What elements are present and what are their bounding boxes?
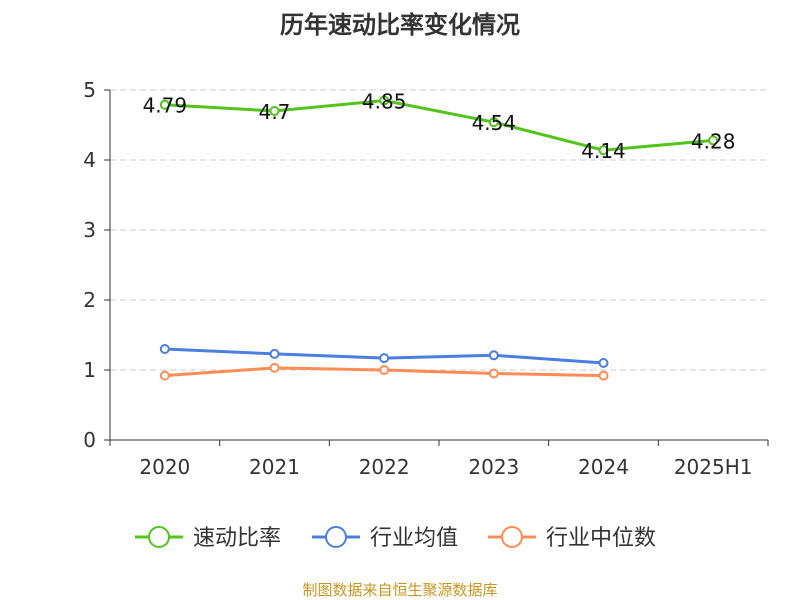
x-tick-label: 2025H1	[674, 455, 753, 479]
data-label: 4.28	[691, 129, 736, 153]
data-point	[159, 370, 170, 381]
data-point	[269, 348, 280, 359]
source-note: 制图数据来自恒生聚源数据库	[302, 581, 497, 599]
data-label: 4.54	[472, 111, 517, 135]
x-tick-label: 2020	[139, 455, 190, 479]
legend-label: 行业中位数	[546, 526, 656, 551]
data-point	[379, 365, 390, 375]
data-point	[598, 145, 609, 156]
data-point	[708, 135, 719, 146]
data-point	[488, 117, 499, 128]
x-tick-label: 2023	[468, 455, 519, 479]
data-label: 4.7	[259, 100, 291, 124]
data-point	[379, 353, 390, 364]
data-point	[488, 368, 499, 379]
data-point	[269, 106, 280, 116]
y-tick-label: 0	[83, 428, 96, 452]
y-tick-label: 5	[83, 78, 96, 102]
x-tick-label: 2022	[359, 455, 410, 479]
series-line	[164, 98, 714, 152]
data-point	[159, 99, 170, 110]
chart-title: 历年速动比率变化情况	[280, 11, 520, 39]
y-tick-label: 4	[83, 148, 96, 172]
x-tick-label: 2024	[578, 455, 629, 479]
legend-marker	[325, 526, 347, 548]
data-point	[598, 358, 609, 368]
data-point	[269, 362, 280, 373]
y-tick-label: 3	[83, 218, 96, 242]
data-point	[379, 95, 390, 106]
data-point	[159, 344, 170, 354]
data-point	[598, 370, 609, 381]
legend-label: 速动比率	[193, 526, 281, 551]
legend-label: 行业均值	[370, 526, 458, 551]
x-tick-label: 2021	[249, 455, 300, 479]
data-point	[488, 350, 499, 361]
y-tick-label: 2	[83, 288, 96, 312]
data-label: 4.14	[581, 139, 626, 163]
legend-marker	[148, 526, 170, 548]
data-label: 4.79	[143, 94, 188, 118]
y-tick-label: 1	[83, 358, 96, 382]
legend-marker	[501, 526, 523, 548]
data-label: 4.85	[362, 90, 407, 114]
